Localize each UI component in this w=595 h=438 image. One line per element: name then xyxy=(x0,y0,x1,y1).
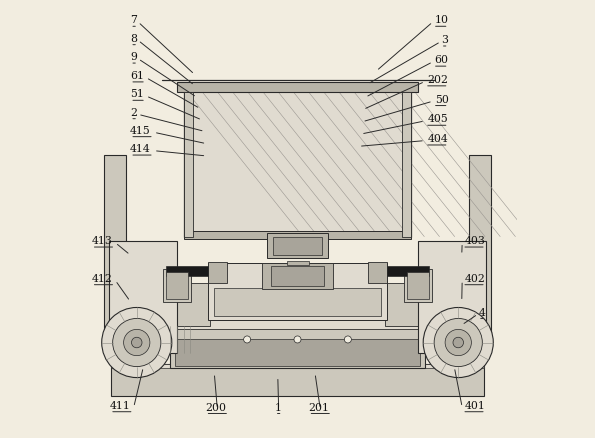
Circle shape xyxy=(453,337,464,348)
Bar xyxy=(385,283,424,326)
Bar xyxy=(287,261,309,265)
Circle shape xyxy=(124,329,150,356)
Text: 404: 404 xyxy=(428,134,449,144)
Circle shape xyxy=(102,307,172,378)
Bar xyxy=(111,346,115,353)
Bar xyxy=(116,346,120,353)
Text: 4: 4 xyxy=(479,307,486,318)
Bar xyxy=(208,263,387,320)
Circle shape xyxy=(345,336,352,343)
Text: 412: 412 xyxy=(92,274,112,284)
Bar xyxy=(171,283,210,326)
Bar xyxy=(121,346,126,353)
Text: 8: 8 xyxy=(130,34,137,44)
Bar xyxy=(387,266,429,276)
Bar xyxy=(475,346,479,353)
Text: 1: 1 xyxy=(275,403,281,413)
Text: 403: 403 xyxy=(465,236,486,246)
Bar xyxy=(166,266,208,276)
Text: 402: 402 xyxy=(465,274,486,284)
Text: 201: 201 xyxy=(308,403,330,413)
Text: 51: 51 xyxy=(130,89,144,99)
Circle shape xyxy=(131,337,142,348)
Bar xyxy=(111,364,484,396)
Bar xyxy=(111,364,484,368)
Bar xyxy=(131,346,136,353)
Text: 9: 9 xyxy=(130,52,137,62)
Text: 200: 200 xyxy=(205,403,227,413)
Bar xyxy=(171,326,424,368)
Bar xyxy=(469,346,474,353)
Text: 411: 411 xyxy=(110,401,131,411)
Bar xyxy=(109,241,177,353)
Bar xyxy=(162,269,191,302)
Bar xyxy=(469,155,491,339)
Bar xyxy=(104,155,126,339)
Bar xyxy=(404,269,433,302)
Circle shape xyxy=(434,318,483,367)
Text: 405: 405 xyxy=(428,114,449,124)
Bar xyxy=(262,263,333,289)
Bar xyxy=(175,339,420,366)
Bar xyxy=(126,346,131,353)
Bar xyxy=(368,262,387,283)
Text: 7: 7 xyxy=(130,15,137,25)
Bar xyxy=(402,92,411,237)
Text: 50: 50 xyxy=(435,95,449,105)
Bar xyxy=(459,346,464,353)
Circle shape xyxy=(294,336,301,343)
Text: 401: 401 xyxy=(465,401,486,411)
Bar xyxy=(184,92,193,237)
Bar xyxy=(184,88,411,237)
Bar xyxy=(214,288,381,316)
Text: 60: 60 xyxy=(434,55,449,65)
Text: 10: 10 xyxy=(434,15,449,25)
Text: 3: 3 xyxy=(441,35,449,45)
Bar xyxy=(271,266,324,286)
Text: 414: 414 xyxy=(130,144,151,154)
Bar xyxy=(267,233,328,258)
Circle shape xyxy=(112,318,161,367)
Bar xyxy=(177,82,418,92)
Bar xyxy=(208,262,227,283)
Circle shape xyxy=(423,307,493,378)
Bar xyxy=(274,237,321,255)
Bar xyxy=(407,272,429,299)
Text: 415: 415 xyxy=(130,126,151,136)
Bar xyxy=(454,346,458,353)
Text: 202: 202 xyxy=(428,75,449,85)
Circle shape xyxy=(243,336,250,343)
Text: 2: 2 xyxy=(130,108,137,118)
Bar xyxy=(418,241,486,353)
Text: 413: 413 xyxy=(92,236,112,246)
Text: 61: 61 xyxy=(130,71,144,81)
Bar xyxy=(184,231,411,239)
Bar xyxy=(464,346,469,353)
Bar xyxy=(171,320,424,328)
Bar xyxy=(166,272,188,299)
Circle shape xyxy=(445,329,471,356)
